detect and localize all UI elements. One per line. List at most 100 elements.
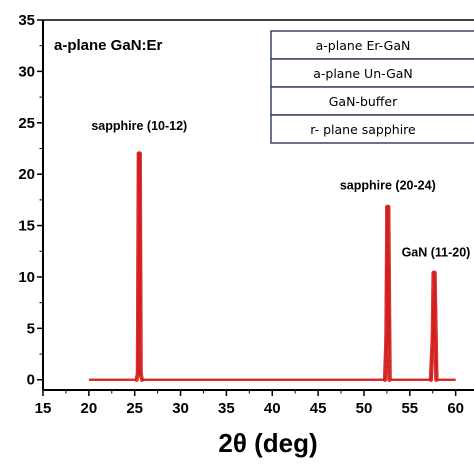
legend-box xyxy=(270,114,474,144)
data-point xyxy=(434,370,439,376)
data-point xyxy=(138,322,143,327)
data-point xyxy=(387,346,392,351)
data-point xyxy=(138,324,143,330)
data-point xyxy=(386,235,391,241)
data-point xyxy=(137,155,143,161)
data-point xyxy=(137,224,143,230)
data-point xyxy=(135,326,141,332)
data-point xyxy=(135,322,141,327)
data-point xyxy=(429,366,434,371)
data-point xyxy=(433,361,439,367)
data-point xyxy=(135,351,141,356)
data-point xyxy=(386,319,392,325)
data-point xyxy=(135,340,141,345)
data-point xyxy=(428,370,434,376)
legend-entry: a-plane Er-GaN xyxy=(316,38,411,53)
data-point xyxy=(138,306,143,312)
data-point xyxy=(138,369,143,374)
data-point xyxy=(433,350,439,356)
data-point xyxy=(138,297,143,303)
data-point xyxy=(137,231,143,236)
data-point xyxy=(386,293,392,298)
data-point xyxy=(386,211,391,216)
data-point xyxy=(432,279,437,284)
data-point xyxy=(434,377,439,382)
data-point xyxy=(137,249,143,254)
data-point xyxy=(433,321,438,327)
data-point xyxy=(135,364,141,370)
data-point xyxy=(386,313,392,318)
data-point xyxy=(138,340,143,345)
data-point xyxy=(138,291,143,296)
data-point xyxy=(137,166,143,172)
data-point xyxy=(137,173,143,179)
data-point xyxy=(137,220,143,225)
data-point xyxy=(135,342,141,347)
x-axis-title: 2θ (deg) xyxy=(218,428,317,458)
y-tick-label: 20 xyxy=(18,166,35,183)
data-point xyxy=(137,180,143,185)
legend-box xyxy=(270,86,474,116)
data-point xyxy=(138,351,143,356)
data-point xyxy=(382,372,388,378)
data-point xyxy=(386,308,392,314)
data-point xyxy=(137,182,143,187)
data-point xyxy=(387,373,392,378)
data-point xyxy=(137,198,143,203)
peak-annotation: sapphire (20-24) xyxy=(340,179,436,193)
data-point xyxy=(433,348,439,354)
y-tick-label: 5 xyxy=(27,320,35,337)
data-point xyxy=(429,368,434,373)
data-point xyxy=(137,184,143,190)
data-point xyxy=(138,282,143,287)
data-point xyxy=(433,366,439,371)
data-point xyxy=(137,175,143,181)
data-point xyxy=(386,269,392,274)
data-point xyxy=(432,303,438,309)
data-point xyxy=(433,337,438,342)
x-tick-label: 35 xyxy=(218,400,235,417)
data-point xyxy=(432,270,437,276)
data-point xyxy=(386,315,392,320)
data-point xyxy=(137,195,143,201)
data-point xyxy=(433,324,438,329)
data-point xyxy=(387,330,392,336)
data-point xyxy=(137,238,143,243)
data-point xyxy=(383,366,388,371)
data-point xyxy=(433,319,438,325)
data-point xyxy=(386,286,392,292)
peak-annotation: sapphire (10-12) xyxy=(91,119,187,133)
data-point xyxy=(139,377,145,382)
data-point xyxy=(387,335,392,340)
data-point xyxy=(137,229,143,234)
data-point xyxy=(387,375,392,380)
data-point xyxy=(387,337,392,343)
data-point xyxy=(137,233,143,239)
data-point xyxy=(428,377,434,382)
data-point xyxy=(138,293,143,299)
data-point xyxy=(138,331,143,336)
data-point xyxy=(135,320,141,325)
data-point xyxy=(386,204,391,210)
data-point xyxy=(386,224,391,230)
data-point xyxy=(137,264,143,270)
data-point xyxy=(135,344,141,350)
data-point xyxy=(137,240,143,245)
data-point xyxy=(137,204,143,210)
data-point xyxy=(135,349,141,354)
data-point xyxy=(432,301,438,307)
y-tick-label: 35 xyxy=(18,12,35,29)
data-point xyxy=(383,363,388,369)
data-point xyxy=(135,315,141,321)
x-tick-label: 15 xyxy=(35,400,52,417)
data-point xyxy=(138,313,143,319)
data-point xyxy=(386,322,392,327)
data-point xyxy=(386,209,391,214)
data-point xyxy=(432,290,438,296)
data-point xyxy=(138,304,143,310)
data-point xyxy=(135,357,141,363)
data-point xyxy=(386,299,392,305)
series-layer xyxy=(88,151,456,382)
data-point xyxy=(387,368,392,374)
